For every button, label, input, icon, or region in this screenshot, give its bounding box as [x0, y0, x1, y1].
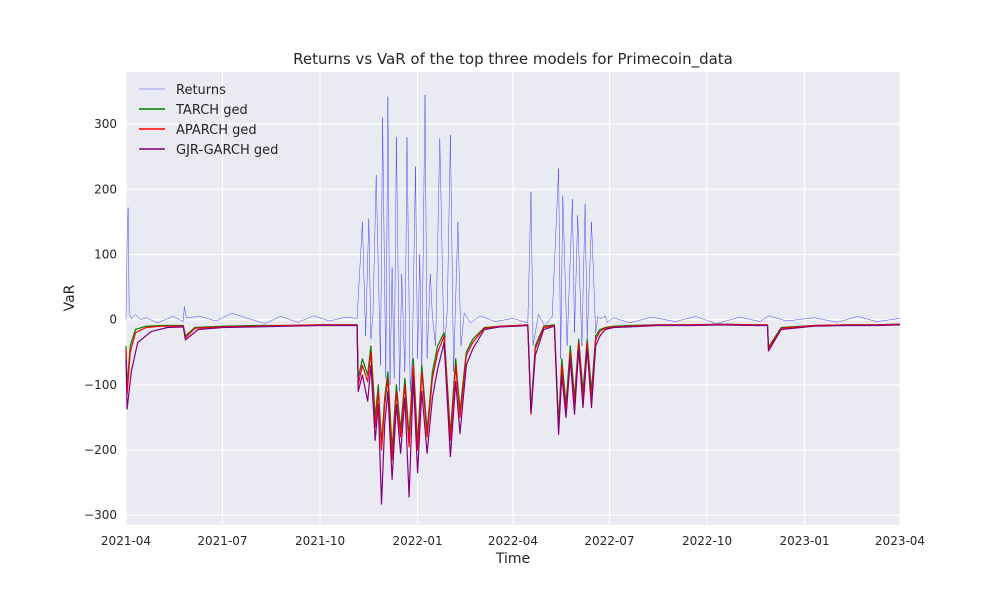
- y-tick-label: −100: [84, 378, 117, 392]
- x-tick-label: 2022-10: [682, 534, 732, 548]
- y-tick-label: 100: [94, 248, 117, 262]
- y-tick-label: −200: [84, 443, 117, 457]
- legend-item-returns: Returns: [139, 83, 226, 98]
- x-tick-label: 2023-01: [780, 534, 830, 548]
- legend-label: Returns: [176, 83, 226, 98]
- y-axis-label: VaR: [62, 284, 78, 311]
- y-tick-label: −300: [84, 508, 117, 522]
- y-tick-label: 0: [109, 313, 117, 327]
- x-tick-label: 2021-10: [295, 534, 345, 548]
- x-tick-labels: 2021-04 2021-07 2021-10 2022-01 2022-04 2022-…: [101, 534, 925, 548]
- y-tick-labels: 300 200 100 0 −100 −200 −300: [84, 117, 117, 522]
- gjr-garch-ged-line: [125, 324, 901, 505]
- x-axis-label: Time: [495, 551, 530, 567]
- legend-item-tarch-ged: TARCH ged: [139, 103, 248, 118]
- returns-line: [125, 94, 901, 392]
- x-tick-label: 2022-07: [584, 534, 634, 548]
- x-tick-label: 2023-04: [875, 534, 925, 548]
- y-tick-label: 200: [94, 182, 117, 196]
- x-tick-label: 2021-07: [197, 534, 247, 548]
- x-tick-label: 2022-01: [393, 534, 443, 548]
- legend: Returns TARCH ged APARCH ged GJR-GARCH ged: [139, 83, 278, 158]
- x-tick-label: 2021-04: [101, 534, 151, 548]
- legend-label: APARCH ged: [176, 123, 257, 138]
- legend-label: GJR-GARCH ged: [176, 143, 278, 158]
- x-tick-label: 2022-04: [488, 534, 538, 548]
- chart-title: Returns vs VaR of the top three models f…: [293, 50, 733, 69]
- y-tick-label: 300: [94, 117, 117, 131]
- series-layer: [125, 94, 901, 505]
- legend-item-gjr-garch-ged: GJR-GARCH ged: [139, 143, 278, 158]
- legend-item-aparch-ged: APARCH ged: [139, 123, 257, 138]
- legend-label: TARCH ged: [175, 103, 248, 118]
